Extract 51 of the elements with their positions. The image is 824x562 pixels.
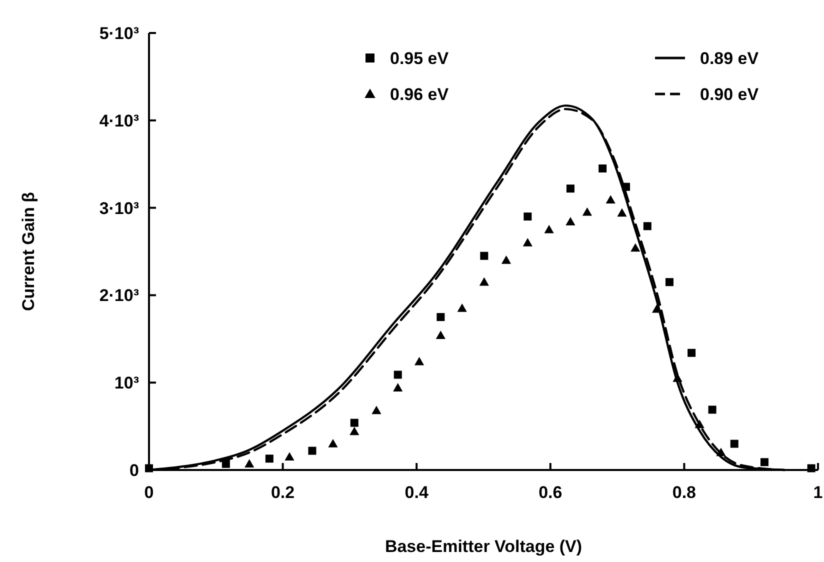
y-tick-label: 3·10³ [99,198,140,218]
point [436,330,446,340]
point [582,207,592,216]
point [479,277,489,286]
point [436,313,445,322]
point [643,222,652,230]
point [630,243,640,252]
point [688,348,696,357]
x-tick-label: 0.2 [270,483,295,502]
x-tick-label: 0.4 [404,483,429,502]
y-tick-label: 5·10³ [99,24,140,43]
point [665,278,674,286]
point [522,238,532,246]
x-tick-label: 0.6 [538,483,562,502]
y-tick-label: 0 [130,460,139,480]
y-tick-label: 10³ [114,374,140,393]
point [414,356,424,366]
point [501,255,512,264]
legend-label: 0.95 eV [390,48,450,68]
point [350,426,360,436]
point [265,454,274,463]
point [244,459,254,468]
y-tick-label: 2·10³ [99,286,140,306]
y-tick-label: 4·10³ [99,111,140,130]
point [328,438,338,448]
point [524,212,532,221]
legend-label: 0.96 eV [390,84,450,104]
legend-label: 0.90 eV [700,84,760,104]
point [598,164,607,172]
point [480,252,488,260]
point [350,418,358,427]
point [566,184,574,193]
point [617,208,627,217]
point [457,304,467,312]
x-tick-label: 1 [813,483,823,502]
legend-label: 0.89 eV [700,48,760,68]
x-tick-label: 0.8 [672,483,696,502]
point [308,446,316,455]
x-axis-title: Base-Emitter Voltage (V) [384,537,582,556]
point [606,195,616,204]
point [393,383,403,392]
point [372,406,382,414]
y-axis-title: Current Gain β [19,192,38,311]
point [284,452,294,460]
point [760,458,768,466]
x-tick-label: 0 [144,483,154,502]
point [566,216,576,226]
point [708,406,716,414]
point [544,224,554,234]
point [730,440,738,448]
point [394,370,402,379]
